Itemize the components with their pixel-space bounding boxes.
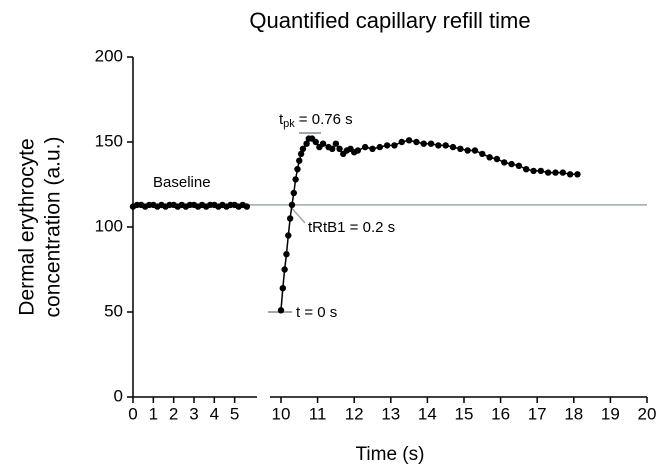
peak-rest: = 0.76 s [299, 111, 353, 128]
x-tick-label: 18 [564, 404, 583, 423]
baseline-annotation: Baseline [153, 174, 211, 191]
data-point [515, 162, 523, 169]
data-point [405, 137, 413, 144]
data-point [361, 143, 369, 151]
x-tick-label: 10 [272, 404, 291, 423]
data-point [501, 159, 508, 166]
data-point [312, 138, 319, 146]
data-point [398, 138, 405, 146]
data-point [299, 145, 307, 152]
x-tick-label: 4 [210, 404, 219, 423]
series-line [280, 137, 578, 311]
peak-t: t [279, 111, 284, 128]
x-tick-label: 17 [528, 404, 547, 423]
y-tick-label: 100 [95, 216, 123, 235]
x-tick-label: 3 [189, 404, 198, 423]
y-axis-label-line: concentration (a.u.) [42, 137, 65, 318]
data-point [336, 145, 343, 152]
data-point [296, 157, 303, 164]
y-axis-label-line: Dermal erythrocyte [16, 138, 39, 315]
chart-title: Quantified capillary refill time [249, 8, 530, 33]
peak-sub: pk [283, 118, 295, 130]
data-point [376, 143, 384, 151]
x-tick-label: 12 [345, 404, 364, 423]
data-point [449, 143, 457, 151]
x-tick-label: 1 [149, 404, 158, 423]
data-point [523, 166, 530, 173]
start-annotation: t = 0 s [296, 304, 337, 321]
data-point [464, 147, 471, 154]
data-point [332, 140, 340, 147]
data-point [243, 203, 251, 210]
data-point [479, 150, 486, 158]
x-tick-label: 14 [418, 404, 437, 423]
data-point [486, 154, 493, 161]
data-point [283, 251, 290, 258]
data-point [435, 142, 442, 149]
x-tick-label: 13 [381, 404, 400, 423]
x-tick-label: 19 [601, 404, 620, 423]
data-point [383, 142, 391, 149]
data-point [292, 176, 299, 183]
data-point [290, 189, 297, 197]
data-point [508, 160, 515, 168]
data-point [493, 155, 501, 163]
data-point [319, 140, 327, 147]
x-tick-label: 5 [230, 404, 239, 423]
data-point [530, 167, 537, 175]
data-point [427, 140, 435, 147]
data-point [559, 169, 567, 176]
y-tick-label: 150 [95, 131, 123, 150]
data-point [279, 285, 287, 292]
data-point [537, 167, 545, 175]
x-tick-label: 20 [638, 404, 657, 423]
data-point [369, 145, 376, 152]
rise-annotation: tRtB1 = 0.2 s [308, 219, 395, 236]
x-tick-label: 16 [491, 404, 510, 423]
data-point [294, 166, 301, 173]
data-point [391, 142, 398, 149]
data-point [574, 171, 581, 178]
y-axis-label: Dermal erythrocyte concentration (a.u.) [16, 137, 65, 318]
data-point [442, 142, 449, 149]
x-tick-label: 15 [455, 404, 474, 423]
data-point [285, 232, 292, 239]
y-tick-label: 200 [95, 46, 123, 65]
data-point [288, 201, 296, 209]
data-point [329, 145, 336, 152]
data-point [303, 140, 310, 147]
data-point [286, 215, 294, 222]
data-point [297, 150, 305, 158]
data-point [552, 169, 559, 176]
data-point [471, 147, 479, 154]
data-point [544, 169, 552, 176]
x-tick-label: 11 [309, 404, 327, 423]
x-axis-label: Time (s) [356, 444, 425, 465]
data-point [354, 147, 362, 154]
data-point [413, 138, 420, 146]
data-point [281, 266, 288, 273]
data-point [277, 307, 285, 314]
peak-annotation: tpk = 0.76 s [279, 111, 353, 130]
y-tick-label: 50 [104, 301, 123, 320]
x-tick-label: 0 [128, 404, 137, 423]
y-tick-label: 0 [114, 386, 123, 405]
data-point [457, 145, 464, 152]
x-tick-label: 2 [169, 404, 178, 423]
data-point [420, 140, 427, 147]
data-point [566, 171, 574, 178]
